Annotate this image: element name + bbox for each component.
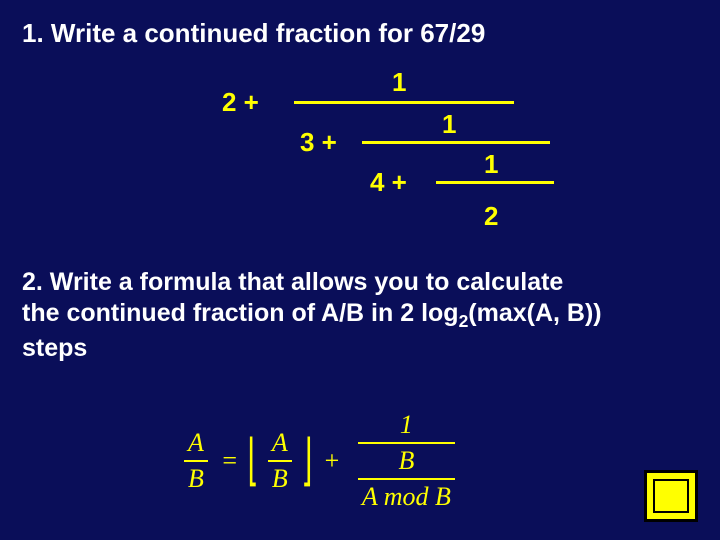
cf-n2: 1 [442,109,456,140]
floor-right-icon: ⌋ [302,433,313,489]
cf-bar-1 [294,101,514,104]
q2-line3: steps [22,334,87,362]
slide: 1. Write a continued fraction for 67/29 … [0,0,720,540]
cf-a1: 3 + [300,127,337,158]
cf-a3: 2 [484,201,498,232]
formula-lhs-bot: B [184,462,208,494]
cf-a0: 2 + [222,87,259,118]
cf-bar-3 [436,181,554,184]
q2-line2b: (max(A, B)) [468,299,601,327]
q2-line1: 2. Write a formula that allows you to ca… [22,268,563,296]
formula-rhs-den-bot: A mod B [358,480,455,512]
cf-n3: 1 [484,149,498,180]
q2-line2a: the continued fraction of A/B in 2 log [22,299,459,327]
continued-fraction: 2 + 1 3 + 1 4 + 1 2 [22,73,698,263]
formula-rhs-den: B A mod B [358,446,455,512]
formula-lhs: A B [184,428,208,494]
formula-rhs-den-top: B [358,446,455,480]
formula-rhs: 1 B A mod B [358,410,455,512]
cf-a2: 4 + [370,167,407,198]
next-button[interactable] [644,470,698,522]
q2-sub: 2 [459,311,469,331]
formula-floor: A B [268,428,292,494]
question-2: 2. Write a formula that allows you to ca… [22,267,698,364]
formula-lhs-top: A [184,428,208,462]
cf-bar-2 [362,141,550,144]
question-1: 1. Write a continued fraction for 67/29 [22,18,698,49]
formula-equals: = [222,446,237,475]
formula: A B = ⌊ A B ⌋ + 1 B A mod B [180,410,455,512]
floor-left-icon: ⌊ [247,433,258,489]
formula-floor-top: A [268,428,292,462]
cf-n1: 1 [392,67,406,98]
formula-rhs-num: 1 [358,410,455,444]
formula-plus: + [325,446,340,475]
formula-floor-bot: B [268,462,292,494]
